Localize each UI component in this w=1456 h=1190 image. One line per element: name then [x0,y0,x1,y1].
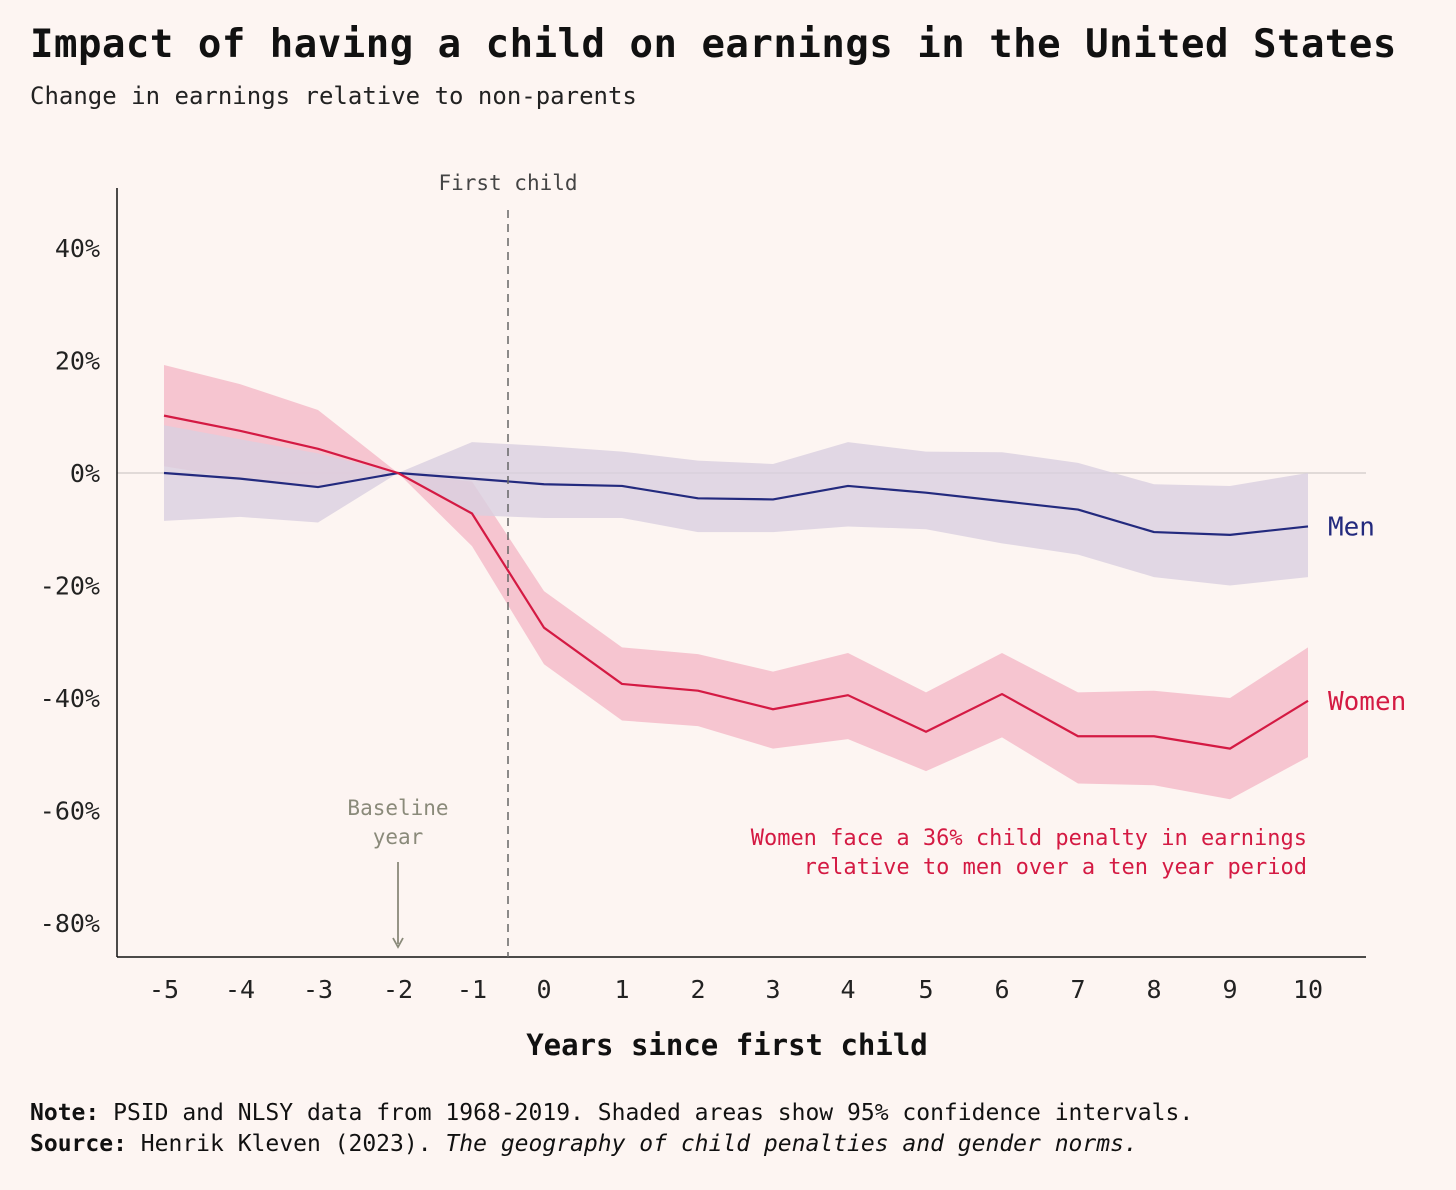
source-label: Source: [30,1131,127,1157]
penalty-annotation-line2: relative to men over a ten year period [804,855,1307,880]
baseline-label-line1: Baseline [347,796,448,820]
footer-note: Note: PSID and NLSY data from 1968-2019.… [30,1098,1193,1129]
x-tick-label: 1 [614,975,629,1004]
x-tick-label: 0 [536,975,551,1004]
x-tick-label: 3 [765,975,780,1004]
baseline-arrow-head [392,937,404,949]
earnings-line-chart: First child 40% 20% 0% -20% -40% -60% -80% -5 -4 -… [40,171,1407,1062]
x-tick-label: 7 [1070,975,1085,1004]
x-tick-label: -1 [457,975,487,1004]
y-tick-label: 20% [55,347,100,376]
y-tick-label: 40% [55,234,100,263]
source-text: Henrik Kleven (2023). [126,1131,446,1157]
chart-subtitle: Change in earnings relative to non-paren… [30,82,637,110]
penalty-annotation-line1: Women face a 36% child penalty in earnin… [751,826,1307,851]
men-line [163,471,1309,536]
x-tick-label: -2 [383,975,413,1004]
women-confidence-band [164,365,1308,800]
x-tick-label: 2 [690,975,705,1004]
x-tick-label: 5 [918,975,933,1004]
women-series-label: Women [1328,687,1406,717]
men-series-label: Men [1328,512,1375,542]
y-tick-label: -80% [40,909,100,938]
baseline-label-line2: year [373,825,424,849]
source-title: The geography of child penalties and gen… [445,1131,1138,1157]
women-line [163,414,1309,750]
x-tick-label: 8 [1146,975,1161,1004]
note-label: Note: [30,1100,100,1126]
footer: Note: PSID and NLSY data from 1968-2019.… [30,1098,1193,1160]
first-child-label: First child [438,171,577,195]
x-axis-title: Years since first child [526,1028,928,1062]
y-tick-label: -20% [40,572,100,601]
x-tick-label: 6 [994,975,1009,1004]
y-tick-label: -60% [40,797,100,826]
footer-source: Source: Henrik Kleven (2023). The geogra… [30,1129,1193,1160]
x-tick-label: 10 [1293,975,1323,1004]
y-tick-label: -40% [40,684,100,713]
men-confidence-band [164,425,1308,586]
x-tick-label: 9 [1222,975,1237,1004]
chart-title: Impact of having a child on earnings in … [30,22,1397,67]
x-tick-label: -4 [225,975,255,1004]
note-text: PSID and NLSY data from 1968-2019. Shade… [99,1100,1194,1126]
x-tick-label: 4 [840,975,855,1004]
x-tick-label: -3 [303,975,333,1004]
y-tick-label: 0% [70,459,100,488]
x-tick-label: -5 [149,975,179,1004]
